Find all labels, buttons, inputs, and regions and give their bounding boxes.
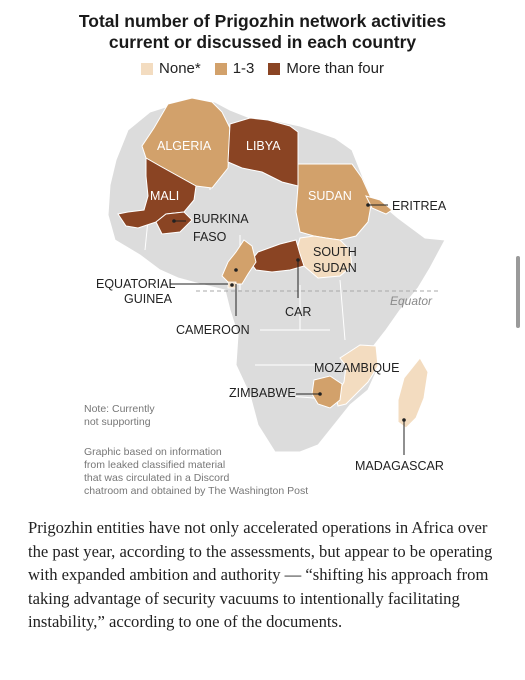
scrollbar-thumb[interactable]	[516, 256, 520, 328]
leader-lines	[170, 204, 405, 455]
legend-label-none: None*	[159, 60, 201, 77]
label-sudan: SUDAN	[308, 189, 352, 203]
label-cameroon: CAMEROON	[176, 323, 250, 337]
algeria-shape	[141, 97, 231, 189]
legend-item-mid: 1-3	[214, 60, 255, 77]
leader-dots	[172, 203, 406, 422]
burkina-faso-shape	[155, 211, 193, 235]
sudan-shape	[295, 163, 373, 241]
label-burkina-2: FASO	[193, 230, 227, 244]
map-title-line1: Total number of Prigozhin network activi…	[78, 11, 447, 31]
zimbabwe-shape	[311, 375, 343, 409]
label-madagascar: MADAGASCAR	[355, 459, 444, 473]
label-mali: MALI	[150, 189, 179, 203]
legend-item-none: None*	[141, 60, 201, 77]
note-block: Note: Currently not supporting	[84, 403, 155, 429]
legend-item-high: More than four	[268, 60, 384, 77]
legend-swatch-none	[141, 62, 154, 75]
source-line4: chatroom and obtained by The Washington …	[84, 485, 309, 497]
note-line1: Note: Currently	[84, 403, 155, 415]
label-algeria: ALGERIA	[157, 139, 212, 153]
label-equatorial-guinea-1: EQUATORIAL	[96, 277, 175, 291]
label-mozambique: MOZAMBIQUE	[314, 361, 399, 375]
legend-label-mid: 1-3	[232, 60, 255, 77]
label-burkina-1: BURKINA	[193, 212, 249, 226]
source-line1: Graphic based on information	[84, 446, 222, 458]
mozambique-shape	[335, 344, 379, 407]
source-line2: from leaked classified material	[84, 459, 226, 471]
madagascar-shape	[397, 357, 429, 429]
legend: None* 1-3 More than four	[0, 60, 525, 77]
article-paragraph: Prigozhin entities have not only acceler…	[28, 518, 493, 631]
map-title-line2: current or discussed in each country	[108, 32, 417, 52]
label-equatorial-guinea-2: GUINEA	[124, 292, 173, 306]
label-eritrea: ERITREA	[392, 199, 447, 213]
source-block: Graphic based on information from leaked…	[84, 446, 308, 498]
legend-swatch-high	[268, 62, 281, 75]
label-libya: LIBYA	[246, 139, 281, 153]
label-car: CAR	[285, 305, 311, 319]
mali-shape	[117, 157, 197, 229]
legend-swatch-mid	[214, 62, 227, 75]
legend-label-high: More than four	[286, 60, 384, 77]
label-south-sudan-2: SUDAN	[313, 261, 357, 275]
label-zimbabwe: ZIMBABWE	[229, 386, 296, 400]
source-line3: that was circulated in a Discord	[84, 472, 230, 484]
note-line2: not supporting	[84, 416, 151, 428]
africa-map: Equator ALGERIA LIBYA MALI SUDAN ERITREA…	[96, 97, 447, 473]
equator-label: Equator	[390, 294, 433, 308]
label-south-sudan-1: SOUTH	[313, 245, 357, 259]
